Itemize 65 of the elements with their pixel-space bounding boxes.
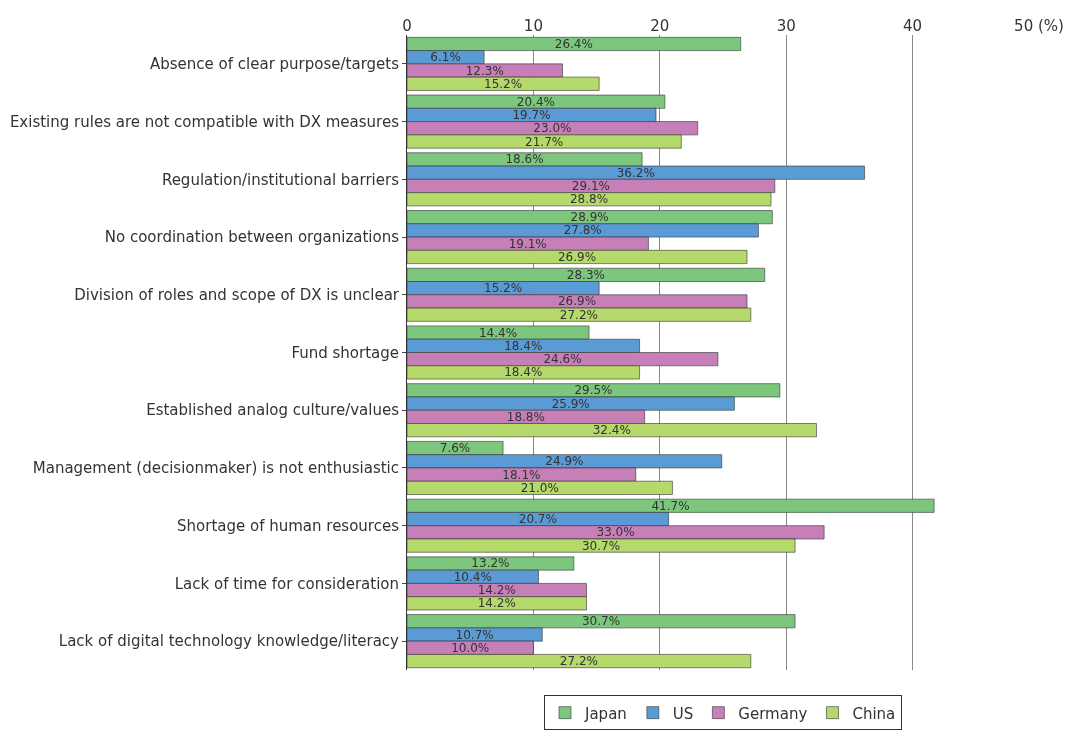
legend-label: China [852, 704, 896, 723]
data-label: 32.4% [592, 423, 631, 438]
data-label: 7.6% [439, 441, 471, 456]
y-tick-label: Lack of digital technology knowledge/literacy [58, 632, 400, 651]
y-tick-label: Division of roles and scope of DX is unclear [74, 286, 400, 305]
data-label: 10.7% [455, 627, 494, 642]
data-label: 27.2% [559, 654, 598, 669]
data-label: 18.1% [502, 467, 541, 482]
data-label: 18.8% [506, 409, 545, 424]
data-label: 14.2% [477, 583, 516, 598]
data-label: 13.2% [471, 556, 510, 571]
x-tick-label: 50 (%) [1014, 17, 1064, 35]
data-label: 28.3% [566, 267, 605, 282]
legend-label: Japan [584, 704, 627, 723]
data-label: 27.2% [559, 307, 598, 322]
data-label: 30.7% [581, 614, 621, 629]
data-label: 41.7% [651, 498, 690, 513]
y-tick-label: Regulation/institutional barriers [161, 170, 400, 189]
y-tick-label: Management (decisionmaker) is not enthusiastic [32, 459, 399, 478]
data-label: 27.8% [563, 223, 602, 238]
data-label: 24.9% [545, 454, 584, 469]
x-tick-label: 10 [523, 17, 543, 35]
y-tick-label: Established analog culture/values [146, 401, 400, 420]
data-label: 26.9% [557, 294, 597, 309]
data-label: 6.1% [430, 50, 461, 65]
data-label: 21.0% [520, 480, 559, 495]
data-label: 29.1% [571, 178, 610, 193]
data-label: 14.2% [477, 596, 516, 611]
data-label: 30.7% [581, 538, 621, 553]
data-label: 26.4% [554, 36, 593, 51]
data-label: 33.0% [596, 525, 635, 540]
data-label: 12.3% [465, 63, 504, 78]
x-tick-label: 0 [402, 17, 412, 35]
y-tick-label: Lack of time for consideration [174, 574, 399, 593]
y-tick-label: Existing rules are not compatible with DX measures [9, 112, 400, 131]
data-label: 36.2% [616, 165, 655, 180]
legend-label: Germany [738, 704, 808, 723]
data-label: 19.7% [512, 107, 551, 122]
data-label: 14.4% [478, 325, 518, 340]
data-label: 10.4% [453, 569, 492, 584]
data-label: 18.6% [505, 152, 544, 167]
y-tick-label: Absence of clear purpose/targets [150, 55, 400, 74]
data-label: 18.4% [504, 338, 543, 353]
data-label: 20.7% [518, 512, 557, 527]
data-label: 18.4% [504, 365, 543, 380]
data-label: 21.7% [525, 134, 564, 149]
data-label: 15.2% [484, 281, 523, 296]
x-tick-label: 20 [650, 17, 670, 35]
y-tick-label: Shortage of human resources [177, 516, 400, 535]
data-label: 29.5% [574, 383, 613, 398]
x-tick-label: 40 [903, 17, 923, 35]
data-label: 10.0% [451, 640, 490, 655]
data-label: 28.9% [570, 210, 609, 225]
data-label: 28.8% [569, 192, 609, 207]
data-label: 19.1% [508, 236, 547, 251]
data-label: 20.4% [516, 94, 555, 109]
data-label: 15.2% [484, 76, 523, 91]
x-tick-label: 30 [776, 17, 796, 35]
y-tick-label: Fund shortage [291, 343, 399, 362]
data-label: 23.0% [533, 121, 572, 136]
legend-label: US [672, 704, 694, 723]
y-tick-label: No coordination between organizations [104, 228, 400, 247]
data-label: 26.9% [557, 249, 597, 264]
data-label: 24.6% [543, 352, 582, 367]
data-label: 25.9% [551, 396, 590, 411]
